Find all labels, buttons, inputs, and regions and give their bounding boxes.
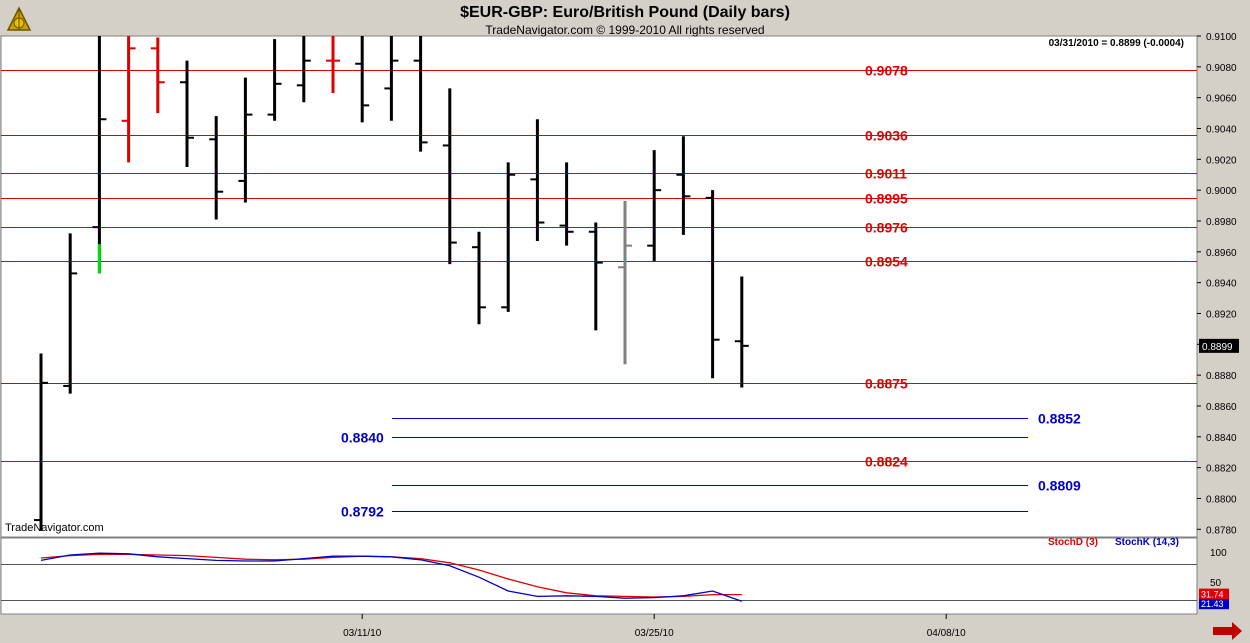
price-tick-label: 0.9000 [1206,186,1237,197]
price-tick-label: 0.8860 [1206,402,1237,413]
last-price-box [1199,338,1239,353]
watermark-label: TradeNavigator.com [5,522,104,534]
level-label-red: 0.8954 [865,254,908,270]
price-tick-label: 0.9040 [1206,124,1237,135]
level-label-red: 0.8995 [865,191,908,207]
level-label-blue: 0.8809 [1038,478,1081,494]
level-label-red: 0.9036 [865,128,908,144]
ohlc-bar [238,77,253,203]
price-tick-label: 0.8920 [1206,309,1237,320]
price-readout: 03/31/2010 = 0.8899 (-0.0004) [1048,38,1184,49]
price-tick-label: 0.9020 [1206,155,1237,166]
ohlc-bar [92,36,107,274]
level-label-blue: 0.8852 [1038,411,1081,427]
ohlc-bar [413,36,428,152]
ohlc-bar [442,88,457,265]
chart-title: $EUR-GBP: Euro/British Pound (Daily bars… [460,4,790,21]
ohlc-bar [676,136,691,235]
price-panel: 0.9078 0.9036 0.9011 0.8995 0.8976 0.8954 0.88… [0,35,1198,538]
price-tick-label: 0.8780 [1206,525,1237,536]
legend-stochd: StochD (3) [1048,537,1098,548]
ohlc-bar [472,231,486,325]
ohlc-bar [647,150,662,262]
price-tick-label: 0.9100 [1206,32,1237,43]
level-label-red: 0.8875 [865,376,908,392]
sextant-logo-icon [6,6,32,31]
price-axis: 0.9100 0.9080 0.9060 0.9040 0.9020 0.9000 0.89… [1197,32,1239,536]
price-plot-area [0,35,1198,538]
date-axis: 03/11/10 03/25/10 04/08/10 [343,614,1242,640]
ohlc-bar [150,37,165,114]
ohlc-bar [734,276,749,388]
stochk-value-label: 21.43 [1201,599,1224,609]
legend-stochk: StochK (14,3) [1115,537,1179,548]
ohlc-bar [705,190,720,379]
ohlc-bar [267,39,282,121]
price-tick-label: 0.9080 [1206,63,1237,74]
price-tick-label: 0.9060 [1206,94,1237,105]
chart-subtitle: TradeNavigator.com © 1999-2010 All right… [485,23,765,37]
level-label-red: 0.8824 [865,454,908,470]
ohlc-bar [209,116,224,220]
date-tick-label: 03/11/10 [343,628,382,639]
stoch-series-line [40,552,743,602]
ohlc-bar [121,36,136,163]
price-tick-label: 0.8820 [1206,464,1237,475]
scroll-right-arrow-icon[interactable] [1213,622,1242,640]
ohlc-bar [326,36,340,94]
level-label-red: 0.8976 [865,220,908,236]
price-tick-label: 0.8800 [1206,494,1237,505]
ohlc-bar [63,233,78,394]
stoch-tick-label: 100 [1210,548,1227,559]
price-tick-label: 0.8840 [1206,433,1237,444]
ohlc-bar [355,36,370,123]
price-tick-label: 0.8880 [1206,371,1237,382]
ohlc-bar [618,200,632,365]
ohlc-bar [180,60,194,168]
price-tick-label: 0.8940 [1206,279,1237,290]
stochk-value-box [1199,599,1229,610]
ohlc-bar [530,119,545,242]
stochd-value-label: 31.74 [1201,590,1224,600]
last-price-label: 0.8899 [1202,342,1233,353]
ohlc-bar [588,222,603,331]
date-tick-label: 04/08/10 [927,628,966,639]
level-label-red: 0.9078 [865,63,908,79]
stoch-plot-area [0,537,1198,615]
level-label-red: 0.9011 [865,166,907,182]
date-tick-label: 03/25/10 [635,628,674,639]
price-tick-label: 0.8980 [1206,217,1237,228]
ohlc-bar [384,36,399,121]
level-label-blue: 0.8792 [341,504,384,520]
stochd-value-box [1199,588,1229,600]
price-tick-label: 0.8960 [1206,248,1237,259]
ohlc-bar [501,162,516,312]
level-label-blue: 0.8840 [341,430,384,446]
stoch-tick-label: 50 [1210,578,1222,589]
ohlc-bar [34,353,48,531]
ohlc-bar [296,36,311,103]
ohlc-bar [559,162,574,246]
